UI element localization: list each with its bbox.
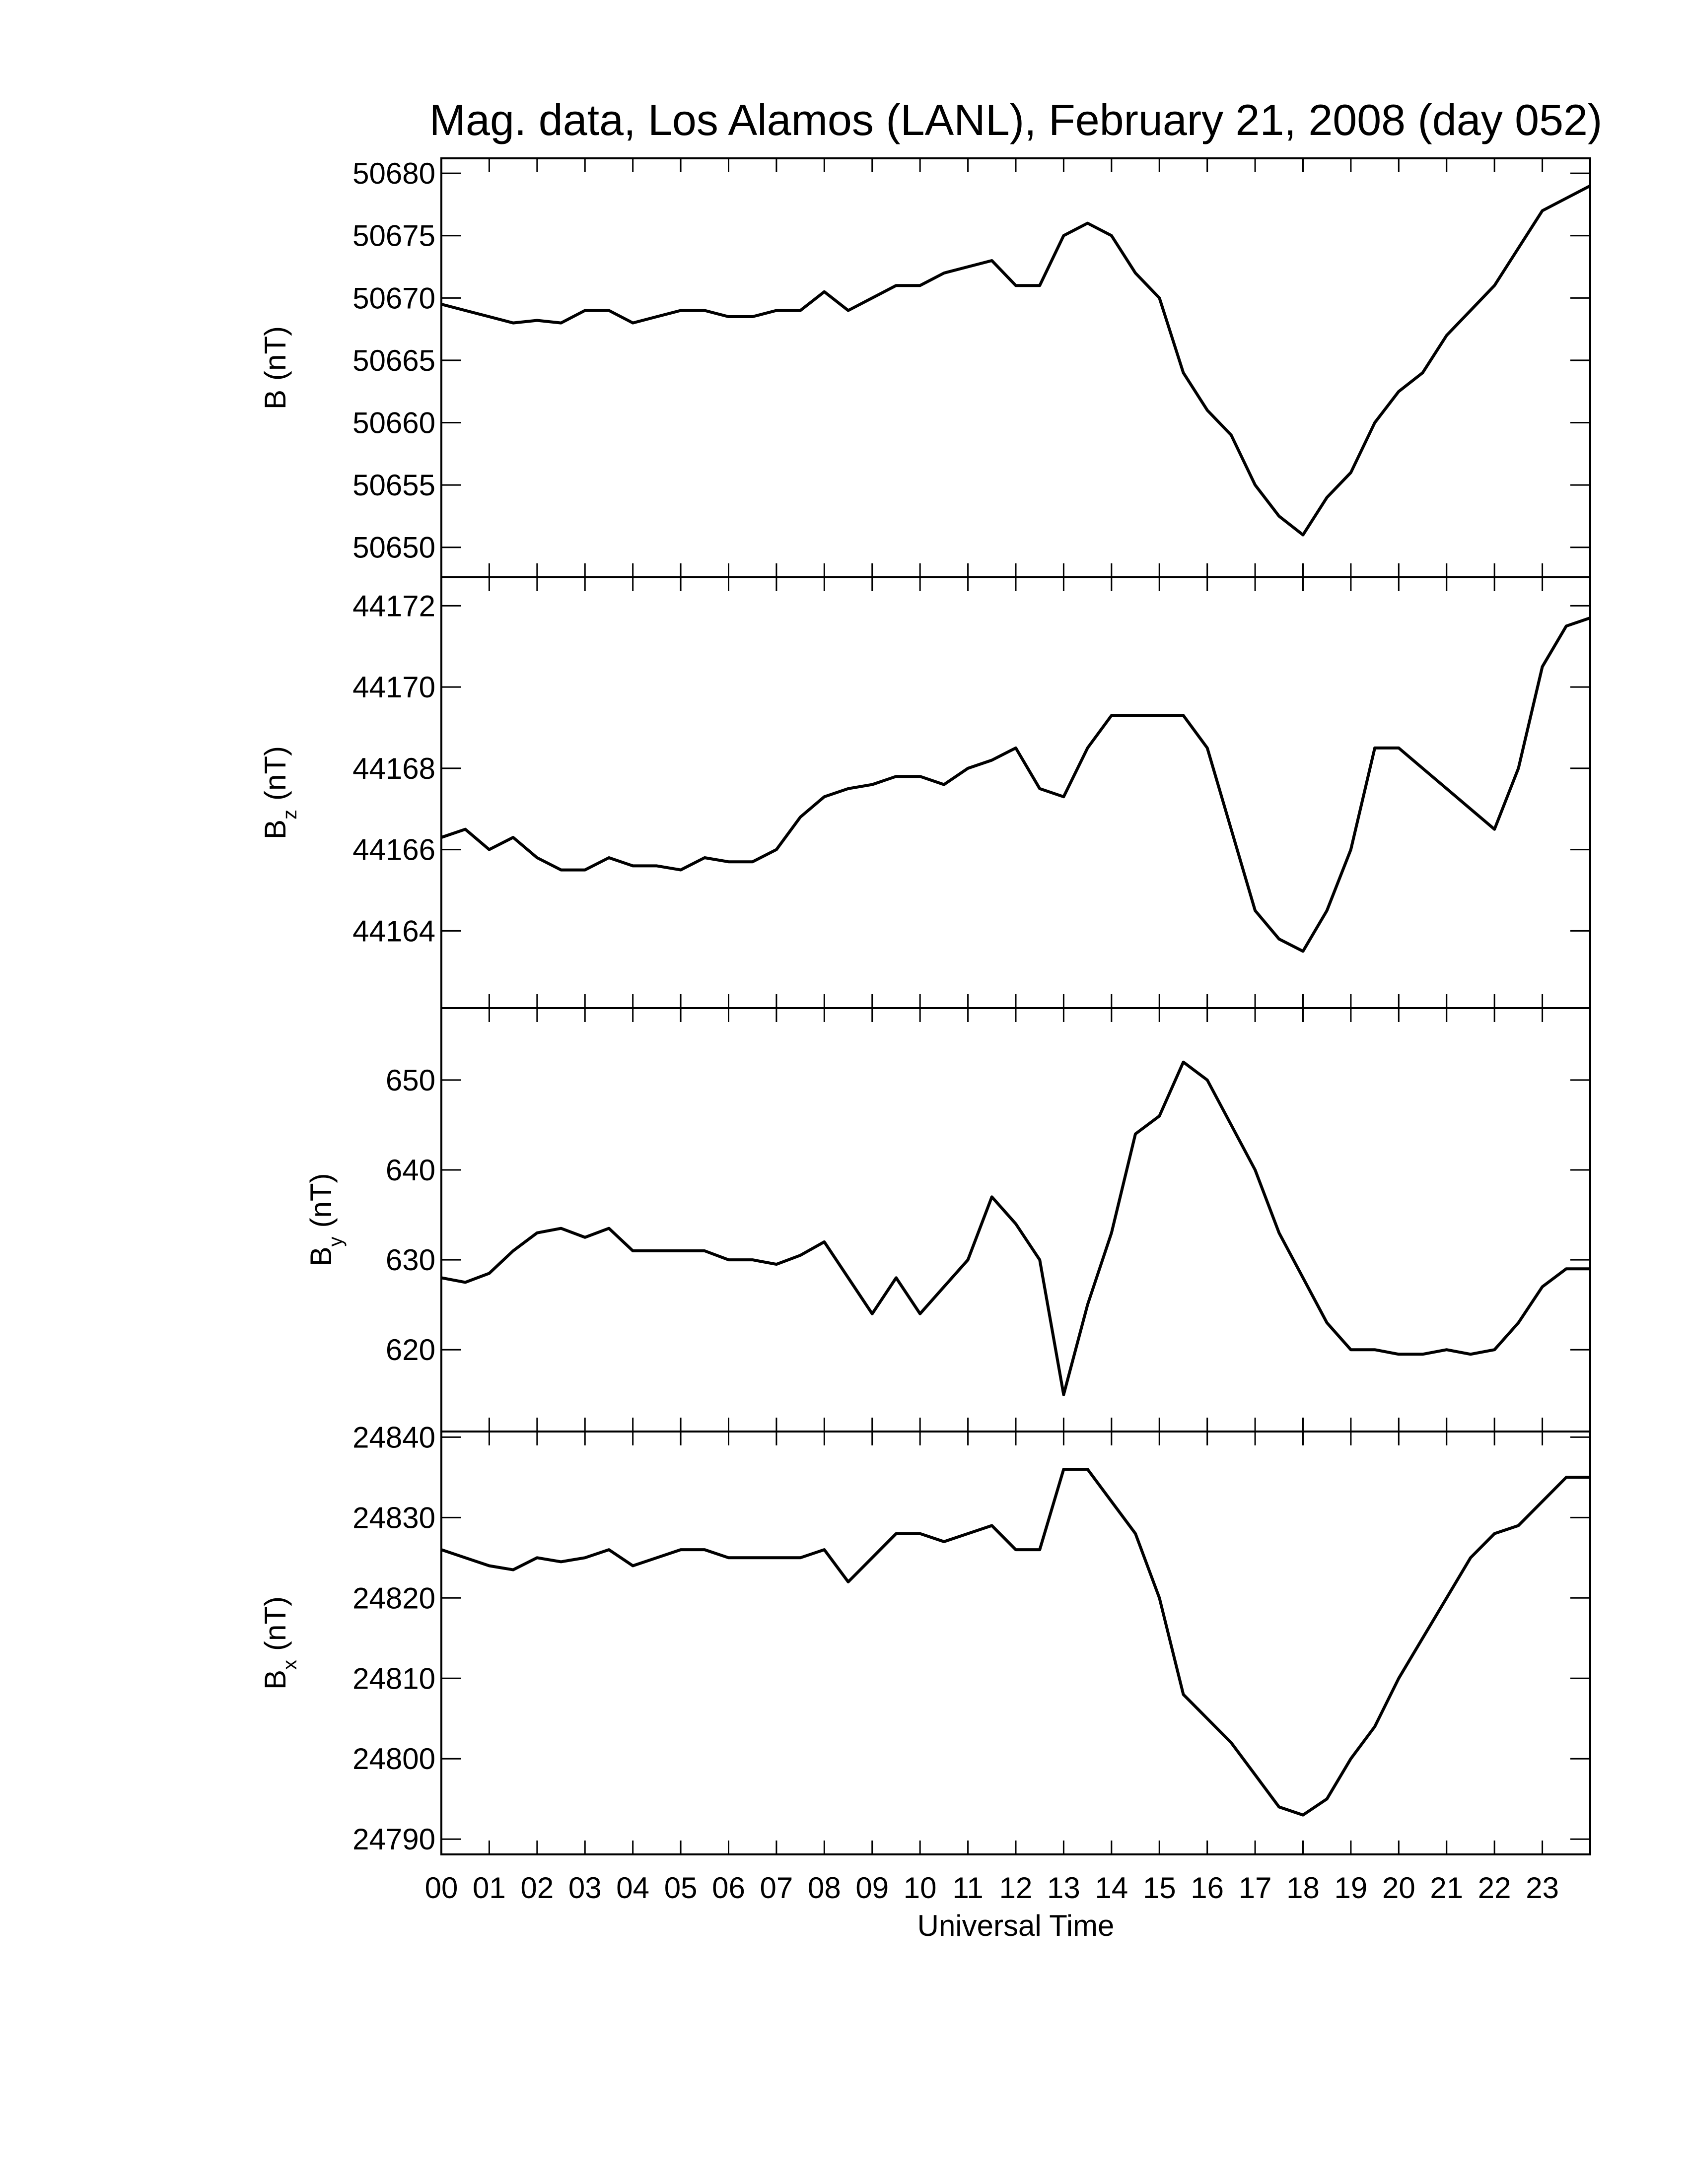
x-tick-label: 04: [616, 1871, 649, 1905]
y-tick-label: 44164: [352, 914, 435, 948]
x-tick-label: 00: [425, 1871, 458, 1905]
x-tick-label: 15: [1143, 1871, 1176, 1905]
y-tick-label: 630: [386, 1243, 435, 1277]
y-label-sub: z: [279, 810, 301, 819]
y-label-main: B: [304, 1246, 338, 1266]
x-tick-label: 23: [1526, 1871, 1559, 1905]
plot-frame: [440, 576, 1591, 1009]
x-tick-label: 16: [1191, 1871, 1224, 1905]
x-tick-label: 02: [520, 1871, 554, 1905]
y-label-sub: x: [279, 1660, 301, 1670]
y-tick-label: 50655: [352, 469, 435, 502]
y-tick-label: 650: [386, 1064, 435, 1097]
y-label-main: B: [259, 390, 292, 410]
y-tick-label: 24800: [352, 1742, 435, 1775]
y-tick-label: 24840: [352, 1421, 435, 1454]
y-tick-label: 24790: [352, 1823, 435, 1856]
x-tick-label: 11: [952, 1871, 983, 1905]
x-tick-label: 10: [904, 1871, 937, 1905]
data-line: [441, 1060, 1590, 1396]
x-tick-label: 05: [664, 1871, 698, 1905]
y-axis-label: By (nT): [304, 1173, 347, 1266]
y-tick-label: 44170: [352, 671, 435, 704]
y-tick-label: 24830: [352, 1501, 435, 1534]
y-tick-label: 50675: [352, 219, 435, 253]
x-axis-label: Universal Time: [917, 1909, 1115, 1942]
x-tick-label: 08: [808, 1871, 841, 1905]
plot-frame: [440, 157, 1591, 578]
data-line: [441, 616, 1591, 953]
plot-frame: [440, 1431, 1591, 1855]
y-label-unit: (nT): [259, 1596, 292, 1651]
x-tick-label: 14: [1095, 1871, 1128, 1905]
x-tick-label: 18: [1286, 1871, 1320, 1905]
x-tick-label: 03: [568, 1871, 602, 1905]
x-tick-label: 13: [1047, 1871, 1080, 1905]
x-tick-label: 20: [1382, 1871, 1415, 1905]
y-tick-label: 50660: [352, 407, 435, 440]
x-tick-label: 09: [855, 1871, 889, 1905]
y-axis-label: B (nT): [259, 326, 292, 410]
x-tick-label: 01: [473, 1871, 506, 1905]
y-axis-label: Bz (nT): [259, 746, 301, 839]
x-tick-label: 06: [712, 1871, 745, 1905]
y-tick-label: 44166: [352, 833, 435, 867]
y-label-main: B: [259, 1670, 292, 1690]
data-line: [441, 184, 1591, 537]
y-tick-label: 640: [386, 1154, 435, 1187]
x-tick-label: 17: [1239, 1871, 1272, 1905]
y-label-unit: (nT): [259, 746, 292, 801]
y-tick-label: 24820: [352, 1581, 435, 1615]
y-axis-label: Bx (nT): [259, 1596, 301, 1690]
y-tick-label: 24810: [352, 1662, 435, 1695]
x-tick-label: 12: [999, 1871, 1033, 1905]
y-tick-label: 50680: [352, 157, 435, 190]
y-tick-label: 620: [386, 1333, 435, 1366]
y-tick-label: 44168: [352, 752, 435, 785]
x-tick-label: 21: [1430, 1871, 1463, 1905]
y-tick-label: 50650: [352, 531, 435, 564]
plot-frame: [440, 1007, 1591, 1433]
data-line: [441, 1468, 1590, 1817]
y-label-sub: y: [325, 1236, 347, 1246]
chart-title: Mag. data, Los Alamos (LANL), February 2…: [429, 95, 1603, 144]
x-tick-label: 22: [1478, 1871, 1511, 1905]
y-tick-label: 44172: [352, 589, 435, 622]
y-label-unit: (nT): [259, 326, 292, 381]
y-label-main: B: [259, 819, 292, 839]
y-tick-label: 50670: [352, 281, 435, 315]
y-label-unit: (nT): [304, 1173, 338, 1228]
x-tick-label: 07: [760, 1871, 793, 1905]
x-tick-label: 19: [1335, 1871, 1368, 1905]
y-tick-label: 50665: [352, 344, 435, 377]
